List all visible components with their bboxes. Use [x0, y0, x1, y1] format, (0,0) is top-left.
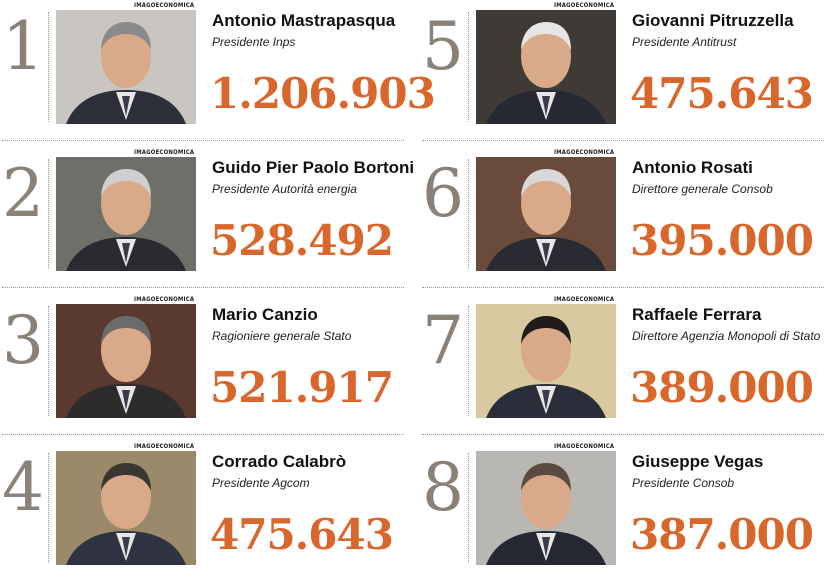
horizontal-divider: [2, 287, 404, 288]
person-role: Ragioniere generale Stato: [212, 329, 352, 343]
person-role: Presidente Inps: [212, 35, 296, 49]
vertical-divider: [468, 306, 469, 416]
photo-credit: IMAGOECONOMICA: [134, 149, 195, 156]
portrait-photo: [56, 304, 196, 418]
portrait-photo: [476, 451, 616, 565]
ranking-column-right: 5 IMAGOECONOMICA Giovanni Pitruzzella Pr…: [420, 0, 830, 588]
photo-credit: IMAGOECONOMICA: [554, 149, 615, 156]
ranking-entry-1: 1 IMAGOECONOMICA Antonio Mastrapasqua Pr…: [0, 0, 436, 147]
vertical-divider: [48, 306, 49, 416]
person-name: Mario Canzio: [212, 305, 318, 324]
person-name: Guido Pier Paolo Bortoni: [212, 158, 415, 177]
salary-amount: 1.206.903: [210, 69, 436, 118]
ranking-entry-5: 5 IMAGOECONOMICA Giovanni Pitruzzella Pr…: [420, 0, 830, 147]
person-role: Presidente Antitrust: [632, 35, 737, 49]
salary-amount: 389.000: [630, 363, 814, 412]
person-role: Direttore generale Consob: [632, 182, 773, 196]
person-name: Giuseppe Vegas: [632, 452, 764, 471]
salary-amount: 387.000: [630, 510, 814, 559]
photo-credit: IMAGOECONOMICA: [554, 443, 615, 450]
portrait-photo: [476, 10, 616, 124]
vertical-divider: [48, 159, 49, 269]
salary-amount: 521.917: [210, 363, 394, 412]
rank-number: 7: [422, 302, 464, 379]
rank-number: 2: [2, 155, 44, 232]
rank-number: 4: [2, 449, 44, 526]
salary-amount: 528.492: [210, 216, 394, 265]
portrait-photo: [56, 10, 196, 124]
vertical-divider: [468, 12, 469, 122]
person-name: Corrado Calabrò: [212, 452, 347, 471]
horizontal-divider: [2, 140, 404, 141]
photo-credit: IMAGOECONOMICA: [554, 296, 615, 303]
photo-credit: IMAGOECONOMICA: [134, 296, 195, 303]
rank-number: 6: [422, 155, 464, 232]
salary-amount: 475.643: [210, 510, 394, 559]
rank-number: 1: [2, 8, 44, 85]
vertical-divider: [468, 159, 469, 269]
horizontal-divider: [422, 287, 824, 288]
ranking-column-left: 1 IMAGOECONOMICA Antonio Mastrapasqua Pr…: [0, 0, 436, 588]
person-role: Direttore Agenzia Monopoli di Stato: [632, 329, 821, 343]
photo-credit: IMAGOECONOMICA: [134, 2, 195, 9]
vertical-divider: [48, 453, 49, 563]
ranking-entry-4: 4 IMAGOECONOMICA Corrado Calabrò Preside…: [0, 441, 410, 588]
horizontal-divider: [422, 434, 824, 435]
person-role: Presidente Autorità energia: [212, 182, 357, 196]
person-role: Presidente Agcom: [212, 476, 310, 490]
vertical-divider: [468, 453, 469, 563]
salary-amount: 475.643: [630, 69, 814, 118]
rank-number: 8: [422, 449, 464, 526]
vertical-divider: [48, 12, 49, 122]
portrait-photo: [56, 451, 196, 565]
rank-number: 3: [2, 302, 44, 379]
photo-credit: IMAGOECONOMICA: [134, 443, 195, 450]
person-name: Raffaele Ferrara: [632, 305, 762, 324]
person-name: Antonio Rosati: [632, 158, 753, 177]
ranking-entry-7: 7 IMAGOECONOMICA Raffaele Ferrara Dirett…: [420, 294, 830, 441]
portrait-photo: [476, 157, 616, 271]
ranking-entry-8: 8 IMAGOECONOMICA Giuseppe Vegas Presiden…: [420, 441, 830, 588]
ranking-entry-3: 3 IMAGOECONOMICA Mario Canzio Ragioniere…: [0, 294, 410, 441]
person-name: Antonio Mastrapasqua: [212, 11, 396, 30]
person-role: Presidente Consob: [632, 476, 735, 490]
photo-credit: IMAGOECONOMICA: [554, 2, 615, 9]
portrait-photo: [56, 157, 196, 271]
ranking-entry-6: 6 IMAGOECONOMICA Antonio Rosati Direttor…: [420, 147, 830, 294]
person-name: Giovanni Pitruzzella: [632, 11, 794, 30]
portrait-photo: [476, 304, 616, 418]
rank-number: 5: [422, 8, 464, 85]
salary-amount: 395.000: [630, 216, 814, 265]
ranking-entry-2: 2 IMAGOECONOMICA Guido Pier Paolo Borton…: [0, 147, 414, 294]
horizontal-divider: [2, 434, 404, 435]
horizontal-divider: [422, 140, 824, 141]
